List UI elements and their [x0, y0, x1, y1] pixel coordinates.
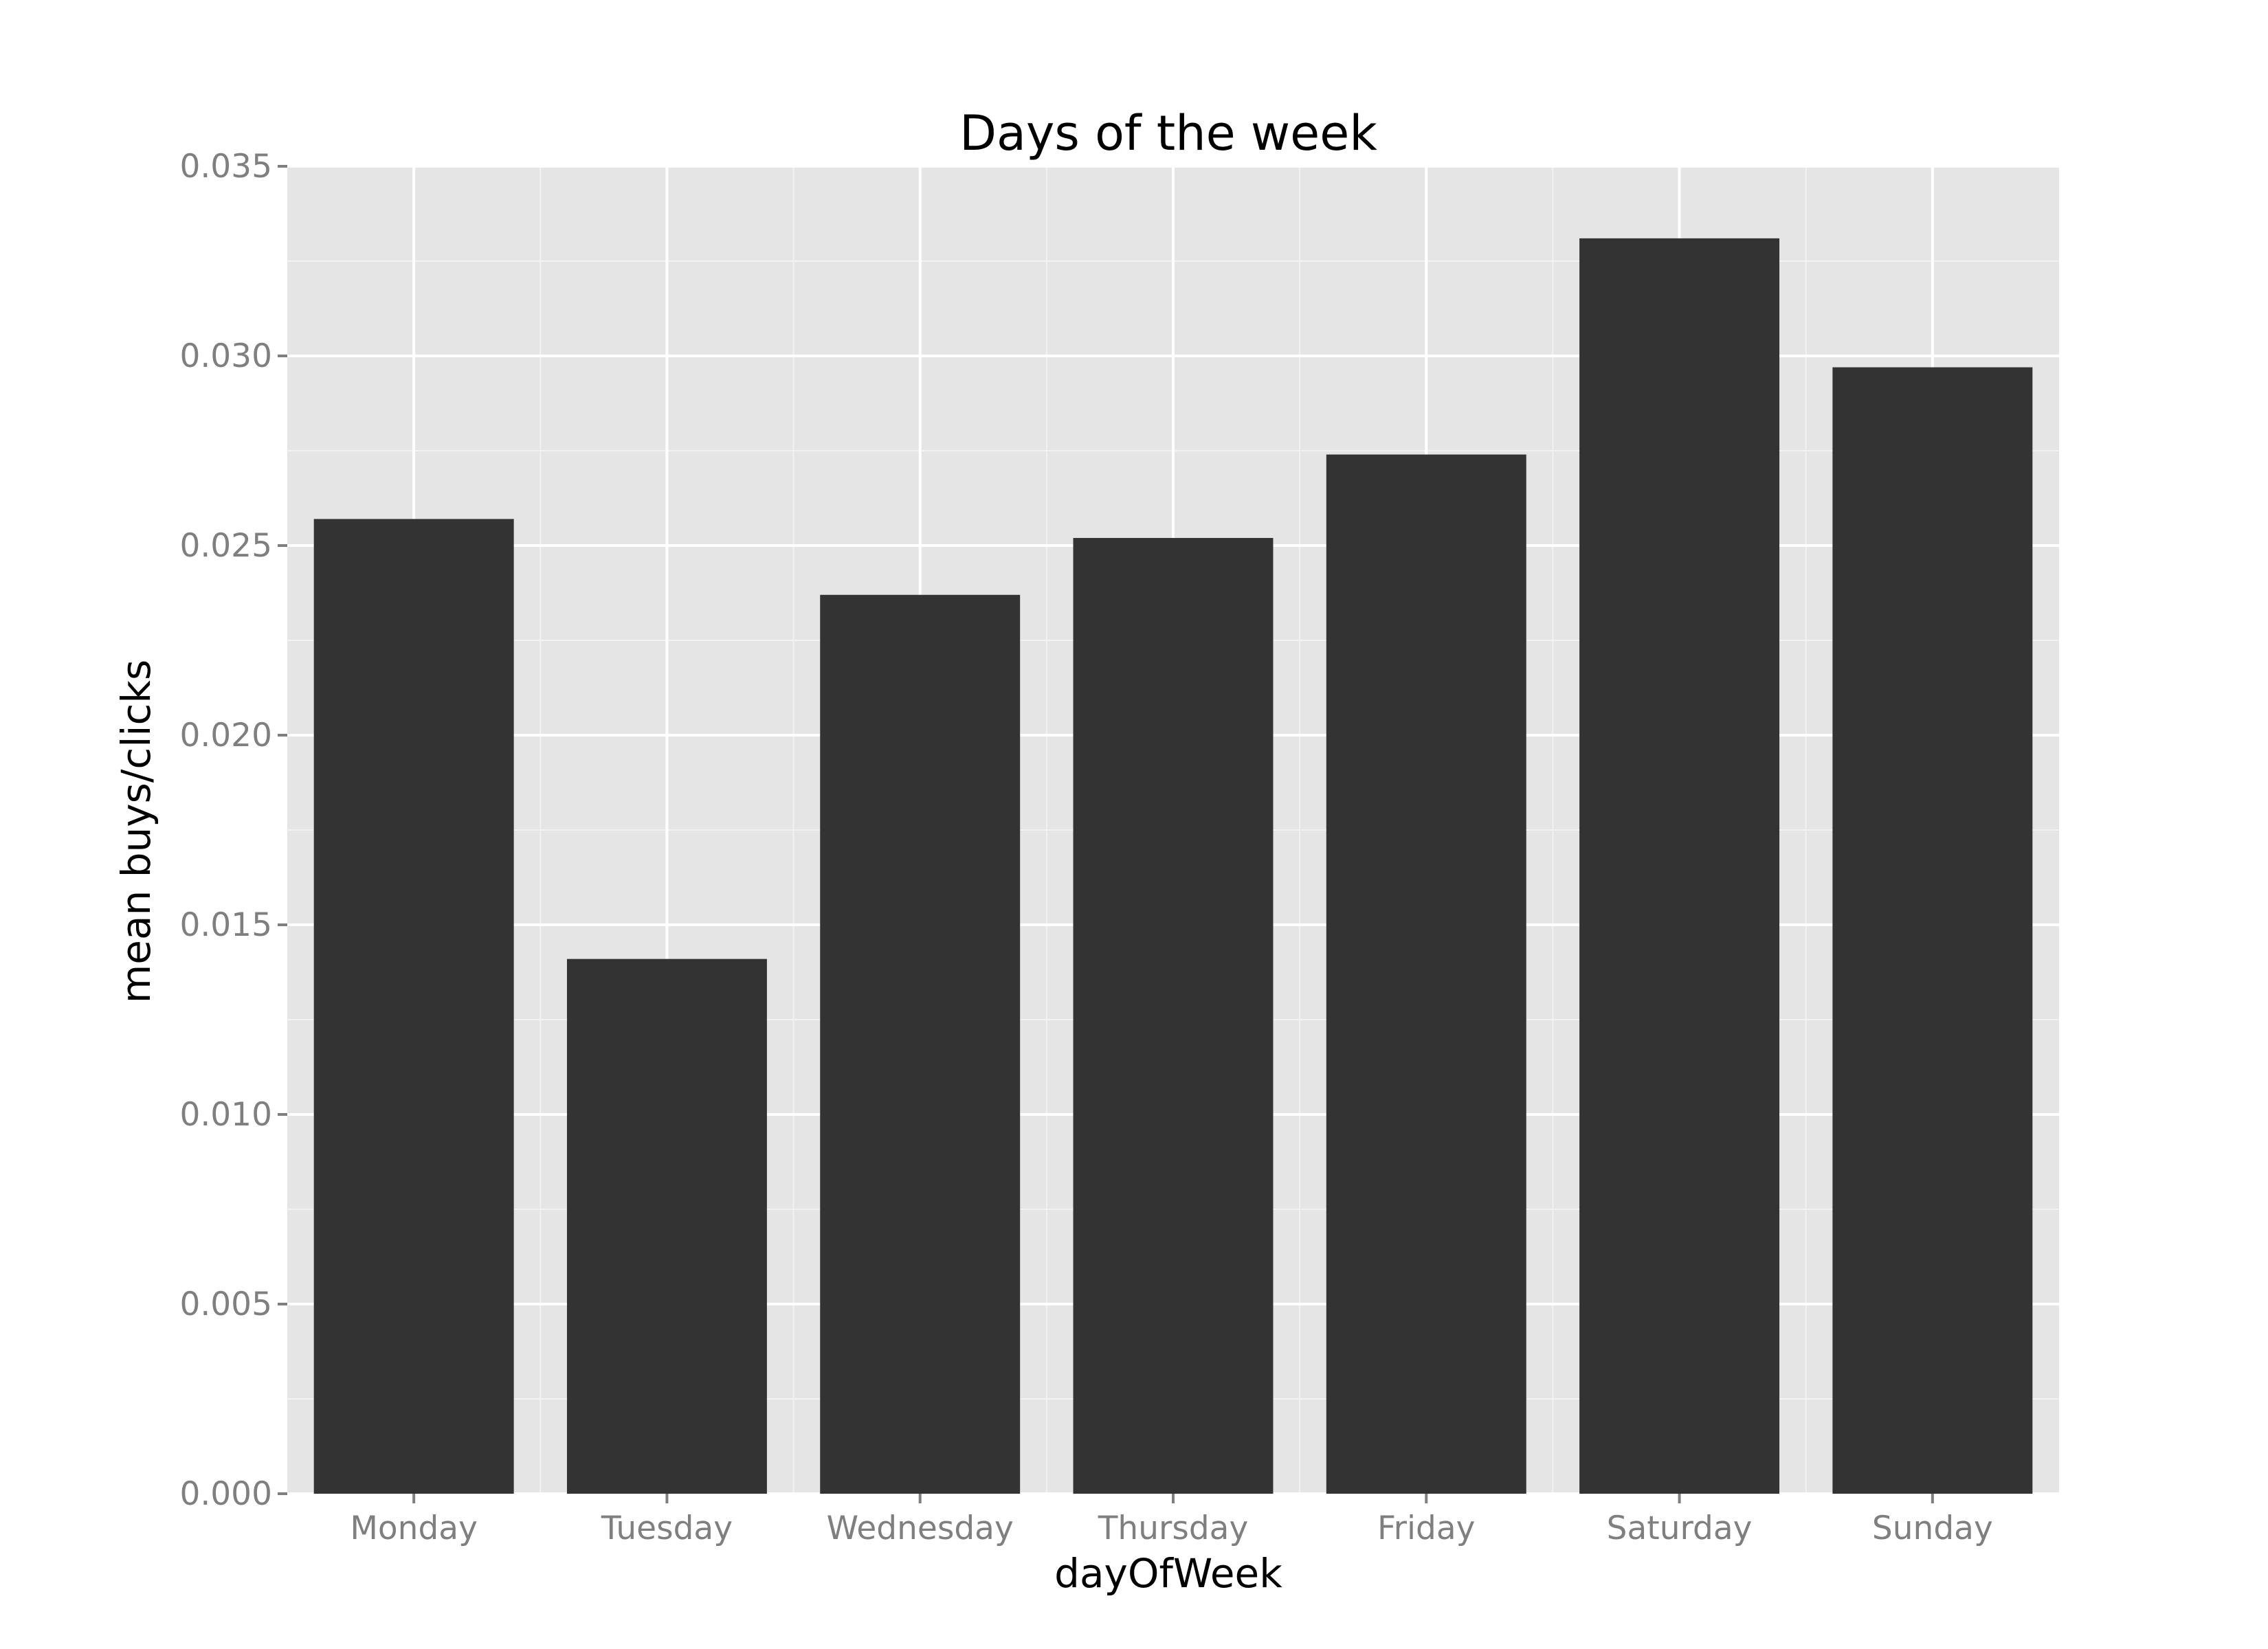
x-tick-label: Thursday [1098, 1510, 1249, 1547]
bar-wednesday [820, 594, 1021, 1494]
y-tick-label: 0.035 [179, 148, 272, 186]
bar-monday [313, 519, 514, 1494]
x-tick-label: Wednesday [827, 1510, 1014, 1547]
x-axis-label: dayOfWeek [1054, 1550, 1282, 1597]
y-tick-label: 0.010 [179, 1096, 272, 1134]
y-tick-label: 0.005 [179, 1286, 272, 1323]
x-tick-label: Monday [350, 1510, 478, 1547]
x-tick-label: Saturday [1607, 1510, 1753, 1547]
bars [313, 238, 2033, 1494]
y-tick-label: 0.025 [179, 527, 272, 565]
y-tick-label: 0.030 [179, 337, 272, 375]
bar-tuesday [566, 958, 767, 1494]
bar-thursday [1073, 537, 1274, 1494]
x-tick-label: Sunday [1872, 1510, 1993, 1547]
y-axis: 0.000 0.005 0.010 0.015 0.020 0.025 0.030 0.035 [179, 148, 287, 1513]
x-axis: Monday Tuesday Wednesday Thursday Friday Satu… [350, 1494, 1993, 1547]
chart-title: Days of the week [959, 105, 1377, 161]
x-tick-label: Friday [1377, 1510, 1475, 1547]
y-axis-label: mean buys/clicks [113, 660, 159, 1003]
bar-sunday [1832, 367, 2033, 1494]
y-tick-label: 0.000 [179, 1475, 272, 1513]
bar-friday [1326, 454, 1526, 1494]
bar-saturday [1579, 238, 1780, 1494]
y-tick-label: 0.015 [179, 906, 272, 944]
x-tick-label: Tuesday [601, 1510, 733, 1547]
y-tick-label: 0.020 [179, 717, 272, 754]
